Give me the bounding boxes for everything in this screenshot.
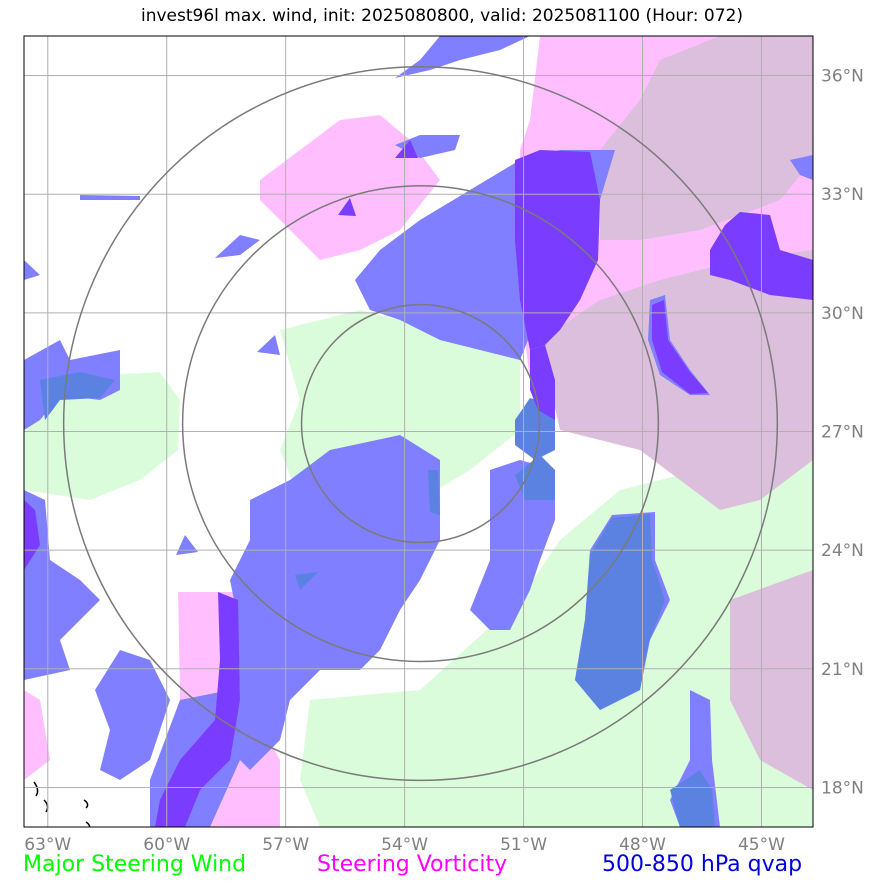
qvap-core-east [530,345,555,420]
y-tick-label: 27°N [821,423,864,443]
legend-qvap: 500-850 hPa qvap [602,852,803,877]
qvap-core-east-tail [652,300,708,394]
qvap-islet-4 [80,195,140,200]
wind-area-southeast [300,430,813,827]
qvap-dense-south [670,770,715,827]
range-rings [62,66,779,782]
y-tick-label: 24°N [821,541,864,561]
x-tick-label: 57°W [262,835,309,855]
x-tick-label: 54°W [381,835,428,855]
legend-steering-wind: Major Steering Wind [23,852,247,877]
qvap-dense-west [40,372,115,420]
qvap-central-band [230,435,440,770]
qvap-islet-5 [24,260,40,280]
x-tick-label: 60°W [143,835,190,855]
x-axis-ticks: 63°W 60°W 57°W 54°W 51°W 48°W 45°W [24,835,785,855]
qvap-islet-2 [257,335,280,355]
y-tick-label: 21°N [821,660,864,680]
qvap-southwest-band [95,650,170,780]
x-tick-label: 48°W [619,835,666,855]
qvap-islet-1 [215,235,260,258]
qvap-core-north-small-2 [338,198,356,216]
range-ring [181,184,660,663]
qvap-islet-3 [176,535,198,555]
overlap-southeast-edge [730,570,813,790]
y-axis-ticks: 36°N 33°N 30°N 27°N 24°N 21°N 18°N [821,67,864,799]
overlap-northeast [600,36,813,240]
map-frame [23,35,814,828]
qvap-core-southwest [155,592,240,827]
qvap-core-north [515,150,600,350]
graticule [24,36,813,827]
qvap-dense-islet [295,572,318,590]
x-tick-label: 45°W [738,835,785,855]
x-tick-label: 51°W [500,835,547,855]
qvap-ne-corner [790,155,813,180]
qvap-dense-central [428,470,440,515]
y-tick-label: 30°N [821,304,864,324]
map-title: invest96l max. wind, init: 2025080800, v… [140,6,744,26]
x-tick-label: 63°W [24,835,71,855]
range-ring [300,303,541,544]
qvap-dense-east-lower [515,455,555,500]
qvap-east-strip [470,460,555,630]
qvap-core-north-small [395,140,418,158]
legend-steering-vorticity: Steering Vorticity [317,852,508,877]
qvap-west-column [24,490,100,680]
coastline [33,781,91,827]
vort-area-north [260,115,440,260]
y-tick-label: 33°N [821,185,864,205]
qvap-core-west [24,500,40,570]
range-ring [62,66,779,782]
vort-area-west-edge [24,690,50,780]
qvap-top-patch [395,36,530,78]
y-tick-label: 18°N [821,778,864,798]
y-tick-label: 36°N [821,67,864,87]
wind-area-west [24,372,180,500]
